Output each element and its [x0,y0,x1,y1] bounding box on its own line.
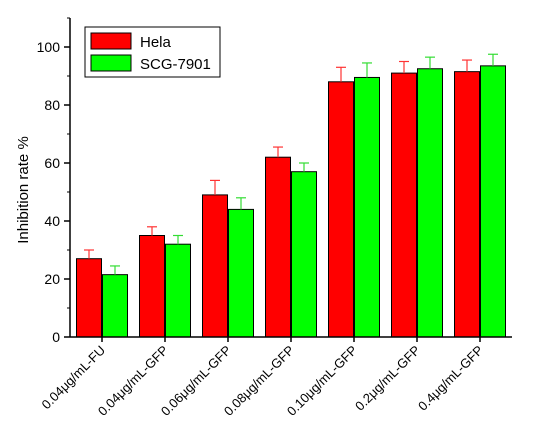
x-ticks: 0.04μg/mL-FU0.04μg/mL-GFP0.06μg/mL-GFP0.… [39,337,486,419]
bar-hela [139,235,165,338]
y-tick-label: 0 [52,329,60,345]
y-tick-label: 60 [44,155,60,171]
y-tick-label: 40 [44,213,60,229]
y-tick-label: 100 [37,39,61,55]
bar-hela [202,194,228,338]
bar-scg7901 [480,65,506,338]
y-ticks: 0 20 40 60 80 100 [37,17,70,345]
bar-scg7901 [417,68,443,338]
legend-label-hela: Hela [140,34,172,51]
bar-hela [328,81,354,338]
legend-swatch-hela [90,32,132,50]
x-tick-label: 0.4μg/mL-GFP [415,343,486,414]
y-tick-label: 80 [44,97,60,113]
y-tick-label: 20 [44,271,60,287]
legend-label-scg7901: SCG-7901 [140,56,211,73]
bar-scg7901 [291,171,317,338]
x-tick-label: 0.2μg/mL-GFP [352,343,423,414]
legend-swatch-scg7901 [90,54,132,72]
bar-hela [265,156,291,338]
bar-scg7901 [165,243,191,338]
bar-hela [76,258,102,338]
bar-hela [454,71,480,338]
bar-scg7901 [102,274,128,338]
legend: Hela SCG-7901 [84,26,221,78]
bars-layer [76,65,506,338]
bar-scg7901 [228,208,254,338]
error-bars-layer [84,53,498,275]
x-tick-label: 0.04μg/mL-FU [39,343,109,413]
y-axis-label: Inhibition rate % [15,136,32,244]
bar-hela [391,72,417,338]
bar-scg7901 [354,76,380,338]
